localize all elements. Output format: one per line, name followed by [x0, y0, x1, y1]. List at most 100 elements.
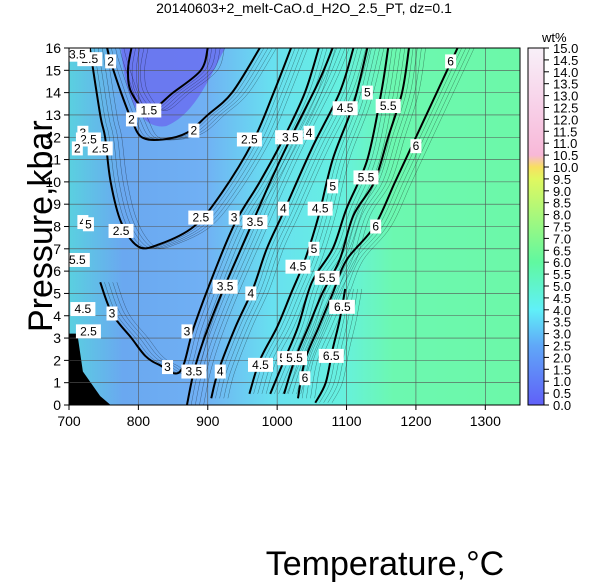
x-tick-label: 1100	[331, 413, 361, 429]
contour-label: 5	[85, 217, 92, 231]
contour-label-box	[353, 170, 379, 185]
contour-label-box	[75, 324, 101, 339]
y-tick-label: 15	[45, 62, 61, 78]
contour-label-box	[69, 252, 90, 267]
colorbar-tick-label: 3.0	[553, 327, 571, 342]
contour-label-box	[70, 302, 96, 317]
contour-label-box	[188, 210, 214, 225]
contour-label-box	[329, 299, 355, 314]
contour-label-box	[181, 364, 207, 379]
contour-label-box	[332, 101, 358, 116]
contour-label: 6	[413, 139, 420, 153]
contour-label-box	[445, 54, 457, 69]
colorbar-tick-label: 9.5	[553, 172, 571, 187]
contour-label-box	[308, 241, 320, 256]
contour-label-box	[282, 351, 307, 366]
contour-label: 4.5	[252, 358, 269, 372]
colorbar-tick-label: 6.0	[553, 255, 571, 270]
y-tick-label: 4	[53, 308, 61, 324]
contour-label-box	[82, 217, 94, 232]
colorbar-tick-label: 2.5	[553, 339, 571, 354]
contour-label-box	[71, 141, 83, 156]
contour-label-box	[277, 201, 289, 216]
contour-line-minor	[296, 48, 422, 394]
colorbar-tick-label: 2.0	[553, 350, 571, 365]
colorbar-tick-label: 1.5	[553, 362, 571, 377]
contour-label: 4	[306, 126, 313, 140]
colorbar-tick-label: 7.0	[553, 231, 571, 246]
y-tick-label: 8	[53, 219, 61, 235]
x-ticks: 700 800 900 1000 1100 1200 1300	[57, 405, 501, 429]
contour-label-box	[69, 48, 90, 62]
y-tick-label: 3	[53, 330, 61, 346]
colorbar-tick-label: 5.5	[553, 267, 571, 282]
contour-label-box	[361, 85, 373, 100]
contour-label: 6.5	[334, 300, 351, 314]
y-tick-label: 0	[53, 397, 61, 413]
contour-label: 2.5	[241, 132, 258, 146]
contour-label-box	[105, 54, 117, 69]
colorbar-tick-label: 4.0	[553, 303, 571, 318]
contour-line-5.5	[283, 48, 410, 395]
contour-label-box	[214, 364, 226, 379]
colorbar-tick-label: 11.0	[553, 136, 577, 151]
x-tick-label: 1000	[262, 413, 293, 429]
x-tick-label: 1200	[400, 413, 431, 429]
contour-label-box	[108, 223, 134, 238]
contour-line-minor	[288, 48, 414, 394]
colorbar-ticks: 0.00.51.01.52.02.53.03.54.04.55.05.56.06…	[544, 41, 578, 413]
contour-line-minor	[199, 48, 346, 405]
contour-label: 3.5	[217, 280, 234, 294]
contour-label-box	[277, 130, 303, 145]
contour-label: 4.5	[75, 302, 92, 316]
colorbar-label: wt%	[541, 30, 567, 45]
contour-label-box	[106, 306, 118, 321]
contour-label: 2	[107, 54, 114, 68]
contour-label-box	[370, 219, 382, 234]
contour-label: 2	[191, 124, 198, 138]
contour-label: 3.5	[282, 130, 299, 144]
contour-label: 3	[164, 360, 171, 374]
contour-label: 2.5	[80, 132, 97, 146]
colorbar-tick-label: 10.5	[553, 148, 578, 163]
contour-line-2	[106, 48, 261, 141]
contour-label: 5.5	[69, 253, 86, 267]
colorbar-tick-label: 6.5	[553, 243, 571, 258]
contour-line-minor	[301, 48, 462, 399]
dense-contour-region	[69, 333, 111, 405]
contour-label-box	[314, 270, 340, 285]
contour-label-box	[245, 286, 257, 301]
contour-line-minor	[265, 48, 385, 394]
y-tick-label: 2	[53, 352, 61, 368]
x-axis-label: Temperature,°C	[265, 545, 505, 583]
y-tick-label: 10	[45, 174, 61, 190]
contour-label: 3.5	[69, 48, 86, 62]
contour-label-box	[299, 371, 311, 386]
contour-label-box	[307, 201, 333, 216]
contour-line-minor	[331, 288, 362, 403]
contour-label: 5.5	[286, 351, 303, 365]
colorbar-tick-label: 8.0	[553, 208, 571, 223]
contour-line-minor	[306, 48, 467, 399]
contour-label-box	[136, 103, 162, 118]
colorbar-tick-label: 4.5	[553, 291, 571, 306]
contour-label-box	[228, 210, 240, 225]
contour-label: 3	[109, 307, 116, 321]
y-tick-label: 16	[45, 40, 61, 56]
contour-label: 5	[311, 242, 318, 256]
contour-line-4	[210, 48, 355, 399]
contour-label-box	[162, 360, 174, 375]
contour-label: 6	[372, 220, 379, 234]
colorbar-tick-label: 15.0	[553, 41, 578, 56]
colorbar-tick-label: 8.5	[553, 196, 571, 211]
contour-label-box	[318, 348, 344, 363]
contour-label-box	[242, 215, 268, 230]
contour-label: 2.5	[192, 211, 209, 225]
contour-label: 5	[329, 179, 336, 193]
y-tick-label: 1	[53, 375, 61, 391]
colorbar-tick-label: 14.0	[553, 65, 578, 80]
y-tick-label: 12	[45, 129, 61, 145]
x-tick-label: 900	[196, 413, 220, 429]
